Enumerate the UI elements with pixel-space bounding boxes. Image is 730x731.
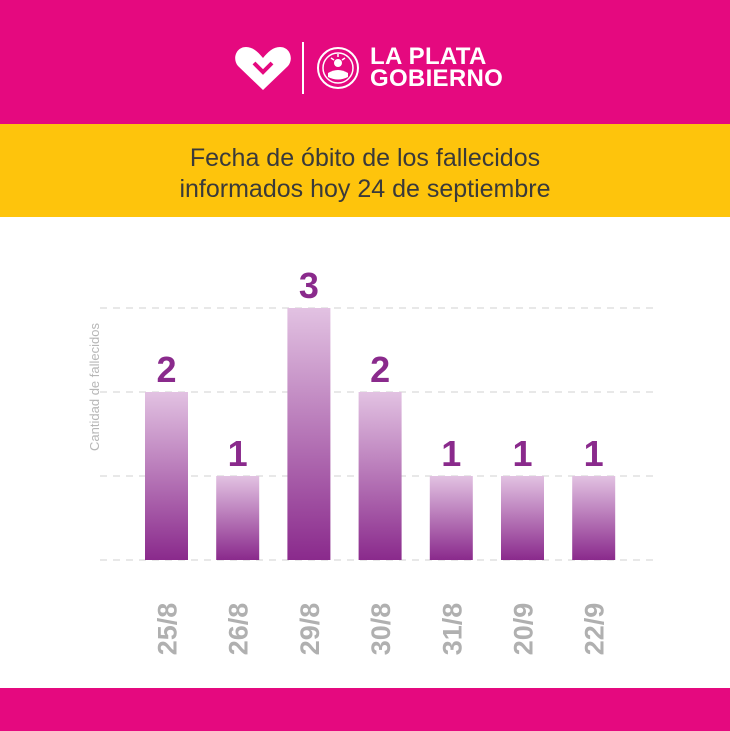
- value-label: 1: [512, 433, 532, 474]
- chart-title-line-2: informados hoy 24 de septiembre: [179, 175, 551, 203]
- brand-line-1: LA PLATA: [370, 43, 487, 70]
- bar-29-8: [287, 308, 331, 560]
- x-tick-label: 20/9: [509, 603, 539, 656]
- bar-22-9: [572, 476, 616, 560]
- bar-30-8: [358, 392, 402, 560]
- heart-logo-icon: [235, 47, 291, 90]
- x-tick-label: 31/8: [437, 603, 467, 656]
- brand-name: LA PLATA GOBIERNO: [370, 43, 504, 92]
- bar-25-8: [145, 392, 188, 560]
- x-tick-labels: 25/8 26/8 29/8 30/8 31/8 20/9 22/9: [153, 603, 610, 656]
- x-tick-label: 25/8: [153, 603, 183, 656]
- x-tick-label: 30/8: [366, 603, 396, 656]
- value-label: 3: [299, 265, 319, 306]
- value-label: 1: [228, 433, 248, 474]
- value-label: 2: [370, 349, 390, 390]
- city-seal-icon: [317, 47, 359, 89]
- x-tick-label: 29/8: [295, 603, 325, 656]
- bar-26-8: [216, 476, 260, 560]
- title-band: [0, 124, 730, 217]
- x-tick-label: 26/8: [224, 603, 254, 656]
- chart-title-line-1: Fecha de óbito de los fallecidos: [189, 144, 541, 172]
- brand-logo: LA PLATA GOBIERNO: [234, 40, 503, 96]
- x-tick-label: 22/9: [580, 603, 610, 656]
- value-labels: 2 1 3 2 1 1 1: [156, 265, 603, 474]
- value-label: 1: [441, 433, 461, 474]
- value-label: 2: [156, 349, 176, 390]
- bar-31-8: [429, 476, 473, 560]
- brand-divider: [302, 42, 304, 94]
- brand-line-2: GOBIERNO: [370, 65, 504, 92]
- bar-20-9: [501, 476, 544, 560]
- header-band: [0, 0, 730, 124]
- footer-band: [0, 688, 730, 731]
- bars: [145, 308, 616, 560]
- value-label: 1: [584, 433, 604, 474]
- y-axis-label: Cantidad de fallecidos: [87, 323, 102, 451]
- chart-title: Fecha de óbito de los fallecidos informa…: [0, 143, 730, 205]
